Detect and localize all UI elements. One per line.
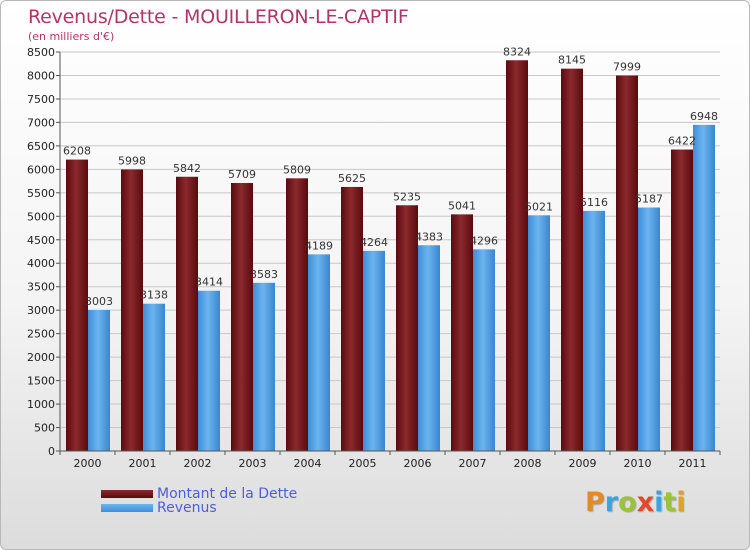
data-label-revenus: 4296	[470, 234, 498, 247]
bar-revenus	[473, 249, 495, 451]
data-label-dette: 6422	[668, 135, 696, 148]
y-tick-label: 6500	[27, 140, 55, 153]
bar-dette	[121, 169, 143, 451]
y-tick-label: 500	[34, 422, 55, 435]
y-tick-label: 7500	[27, 93, 55, 106]
legend-label-revenus: Revenus	[157, 500, 217, 516]
y-tick-label: 5500	[27, 187, 55, 200]
data-label-revenus: 5187	[635, 193, 663, 206]
x-tick-label: 2011	[679, 457, 707, 470]
y-tick-label: 1000	[27, 398, 55, 411]
data-label-revenus: 4264	[360, 236, 388, 249]
data-label-dette: 5235	[393, 190, 421, 203]
y-tick-label: 1500	[27, 375, 55, 388]
y-tick-label: 3000	[27, 304, 55, 317]
bar-revenus	[418, 245, 440, 451]
y-tick-label: 6000	[27, 163, 55, 176]
proxiti-logo: Proxiti	[585, 487, 686, 518]
bar-revenus	[363, 250, 385, 451]
x-tick-label: 2008	[514, 457, 542, 470]
y-tick-label: 8000	[27, 69, 55, 82]
y-tick-label: 0	[48, 445, 55, 458]
legend-swatch-dette	[101, 490, 153, 498]
data-label-revenus: 3414	[195, 276, 223, 289]
data-label-revenus: 4189	[305, 239, 333, 252]
bar-dette	[506, 60, 528, 451]
legend-label-dette: Montant de la Dette	[157, 486, 298, 502]
y-tick-label: 3500	[27, 281, 55, 294]
bar-dette	[66, 159, 88, 451]
data-label-dette: 8145	[558, 54, 586, 67]
data-label-dette: 6208	[63, 145, 91, 158]
data-label-revenus: 5116	[580, 196, 608, 209]
y-tick-label: 4000	[27, 257, 55, 270]
chart-title: Revenus/Dette - MOUILLERON-LE-CAPTIF	[28, 6, 409, 28]
y-tick-label: 2000	[27, 351, 55, 364]
x-tick-label: 2003	[239, 457, 267, 470]
data-label-dette: 5842	[173, 162, 201, 175]
x-tick-label: 2006	[404, 457, 432, 470]
data-label-revenus: 5021	[525, 200, 553, 213]
bar-revenus	[308, 254, 330, 451]
x-tick-label: 2007	[459, 457, 487, 470]
x-tick-label: 2009	[569, 457, 597, 470]
bar-revenus	[583, 210, 605, 451]
bar-dette	[231, 183, 253, 451]
bar-dette	[341, 186, 363, 452]
data-label-dette: 5625	[338, 172, 366, 185]
bar-revenus	[528, 215, 550, 451]
x-tick-label: 2001	[129, 457, 157, 470]
bar-revenus	[88, 310, 110, 451]
y-tick-label: 4500	[27, 234, 55, 247]
bar-revenus	[638, 207, 660, 451]
data-label-dette: 8324	[503, 45, 531, 58]
bar-dette	[451, 214, 473, 451]
y-tick-label: 2500	[27, 328, 55, 341]
data-label-revenus: 4383	[415, 230, 443, 243]
legend-swatch-revenus	[101, 504, 153, 512]
data-label-dette: 7999	[613, 61, 641, 74]
data-label-dette: 5041	[448, 199, 476, 212]
x-tick-label: 2000	[74, 457, 102, 470]
x-tick-label: 2010	[624, 457, 652, 470]
bar-revenus	[693, 124, 715, 451]
data-label-dette: 5809	[283, 163, 311, 176]
bar-dette	[176, 176, 198, 451]
data-label-revenus: 3003	[85, 295, 113, 308]
data-label-revenus: 3583	[250, 268, 278, 281]
data-label-dette: 5709	[228, 168, 256, 181]
data-label-dette: 5998	[118, 154, 146, 167]
bar-revenus	[143, 303, 165, 451]
data-label-revenus: 3138	[140, 289, 168, 302]
bar-dette	[396, 205, 418, 451]
bar-revenus	[253, 282, 275, 451]
x-tick-label: 2002	[184, 457, 212, 470]
data-label-revenus: 6948	[690, 110, 718, 123]
y-tick-label: 5000	[27, 210, 55, 223]
bar-dette	[561, 68, 583, 451]
y-tick-label: 8500	[27, 46, 55, 59]
bar-dette	[286, 178, 308, 451]
y-tick-label: 7000	[27, 116, 55, 129]
bar-dette	[616, 75, 638, 452]
bar-dette	[671, 149, 693, 451]
bar-revenus	[198, 290, 220, 451]
chart-subtitle: (en milliers d'€)	[28, 30, 115, 43]
x-tick-label: 2004	[294, 457, 322, 470]
x-tick-label: 2005	[349, 457, 377, 470]
